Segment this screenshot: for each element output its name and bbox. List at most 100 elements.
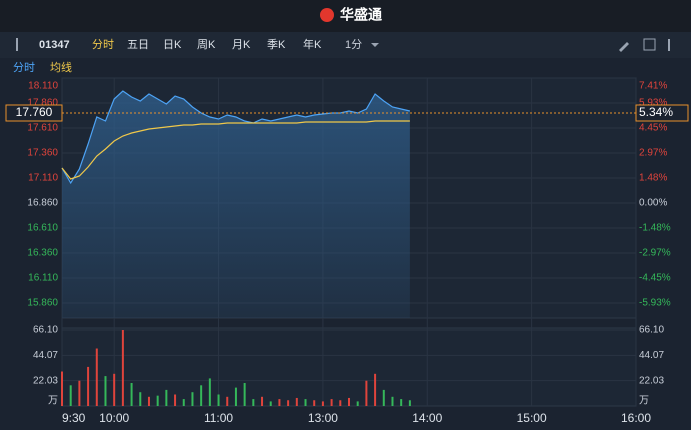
y-tick-label: 16.110 <box>28 273 58 284</box>
x-tick-label: 10:00 <box>99 411 129 425</box>
volume-bar <box>408 400 411 406</box>
y2-tick-label: 4.45% <box>639 123 667 134</box>
volume-bar <box>374 373 377 406</box>
collapse-icon[interactable] <box>16 38 18 51</box>
y-tick-label: 15.860 <box>27 298 58 309</box>
avg-line <box>61 120 410 180</box>
logo-icon <box>320 8 334 22</box>
volume-bar <box>147 396 150 406</box>
expand-icon[interactable] <box>668 39 670 51</box>
vol-tick-label-right: 44.07 <box>639 350 664 361</box>
legend-price: 分时 <box>13 61 35 74</box>
price-line <box>61 90 411 185</box>
y2-tick-label: 1.48% <box>639 173 667 184</box>
volume-bar <box>165 389 168 406</box>
draw-icon[interactable] <box>619 42 629 52</box>
vol-tick-label: 66.10 <box>33 325 58 336</box>
tab[interactable]: 周K <box>197 38 216 51</box>
y2-tick-label: -4.45% <box>639 273 671 284</box>
volume-bar <box>234 387 237 406</box>
y-tick-label: 18.110 <box>28 81 58 92</box>
tab[interactable]: 日K <box>163 39 182 51</box>
tab[interactable]: 分时 <box>92 38 114 51</box>
volume-bar <box>226 396 229 406</box>
vol-unit: 万 <box>48 396 58 407</box>
volume-bar <box>261 396 264 406</box>
volume-bar <box>391 396 394 406</box>
stock-code: 01347 <box>39 39 70 51</box>
volume-bar <box>104 376 107 406</box>
last-change-box <box>635 104 689 122</box>
volume-bar <box>356 401 359 406</box>
y-tick-label: 16.860 <box>27 198 58 209</box>
volume-bar <box>400 399 403 406</box>
volume-bar <box>139 392 142 406</box>
vol-tick-label: 22.03 <box>33 375 58 386</box>
y2-tick-label: 7.41% <box>639 81 667 92</box>
toolbar <box>0 32 691 58</box>
volume-bar <box>130 383 133 406</box>
volume-bar <box>208 378 211 406</box>
volume-pane <box>61 327 637 407</box>
volume-bar <box>243 383 246 406</box>
tab[interactable]: 五日 <box>127 39 149 51</box>
x-tick-label: 11:00 <box>204 411 233 425</box>
tab[interactable]: 月K <box>232 39 251 51</box>
last-change: 5.34% <box>639 105 673 119</box>
x-tick-label: 15:00 <box>517 411 547 425</box>
volume-bar <box>382 389 385 406</box>
y2-tick-label: -5.93% <box>639 298 671 309</box>
vol-tick-label-right: 66.10 <box>639 325 664 336</box>
volume-bar <box>313 400 316 406</box>
y-tick-label: 17.610 <box>27 123 58 134</box>
legend-avg: 均线 <box>50 60 72 74</box>
y2-tick-label: -1.48% <box>639 223 671 234</box>
tab[interactable]: 年K <box>303 37 322 51</box>
header-bar <box>0 0 691 32</box>
volume-bar <box>295 397 298 406</box>
volume-bar <box>191 392 194 406</box>
last-price-box <box>5 104 63 122</box>
y-tick-label: 17.860 <box>27 98 58 109</box>
x-tick-label: 13:00 <box>308 411 338 425</box>
price-area <box>62 91 410 318</box>
volume-bar <box>156 395 159 406</box>
fullscreen-icon[interactable] <box>643 38 656 51</box>
volume-bar <box>278 399 281 406</box>
y-tick-label: 16.610 <box>27 223 58 234</box>
x-tick-label: 16:00 <box>621 411 651 425</box>
vol-tick-label: 44.07 <box>33 350 58 361</box>
dropdown-icon[interactable] <box>371 43 379 47</box>
volume-bar <box>269 401 272 406</box>
volume-bar <box>252 399 255 406</box>
tab[interactable]: 季K <box>267 38 286 51</box>
volume-bar <box>200 385 203 406</box>
y2-tick-label: 2.97% <box>639 148 667 159</box>
x-tick-label: 9:30 <box>62 411 86 425</box>
volume-bar <box>339 400 342 406</box>
volume-bar <box>330 399 333 406</box>
volume-bar <box>95 348 98 406</box>
volume-bar <box>87 366 90 406</box>
y2-tick-label: -2.97% <box>639 248 671 259</box>
logo: 华盛通 <box>340 7 382 23</box>
volume-bar <box>174 394 177 406</box>
interval[interactable]: 1分 <box>345 38 362 51</box>
y-tick-label: 16.360 <box>27 248 58 259</box>
volume-bar <box>182 399 185 406</box>
volume-bar <box>61 371 63 406</box>
volume-bar <box>113 373 116 406</box>
last-price: 17.760 <box>16 105 53 119</box>
y-tick-label: 17.360 <box>27 148 58 159</box>
vol-unit-right: 万 <box>639 396 649 407</box>
volume-bar <box>321 401 324 406</box>
vol-tick-label-right: 22.03 <box>639 375 664 386</box>
y2-tick-label: 0.00% <box>639 198 667 209</box>
volume-bar <box>365 380 368 406</box>
volume-bar <box>217 394 220 406</box>
volume-bar <box>69 385 72 406</box>
volume-bar <box>348 397 350 406</box>
y2-tick-label: 5.93% <box>639 98 667 109</box>
y-tick-label: 17.110 <box>28 173 58 184</box>
